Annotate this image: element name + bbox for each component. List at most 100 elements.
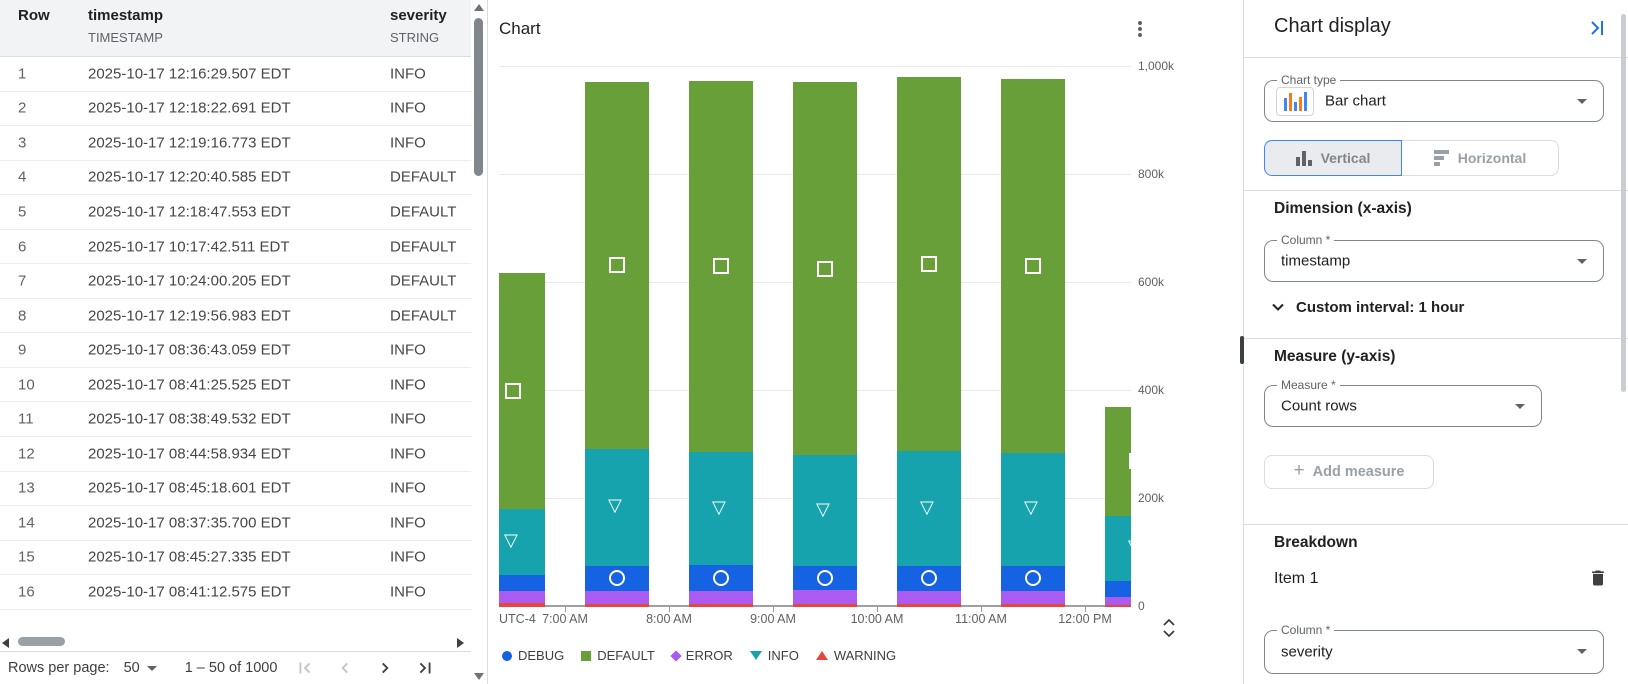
rows-per-page-select[interactable]: 50 [124, 660, 157, 676]
legend-swatch-triangle-down-icon [749, 651, 762, 660]
bar-segment-default[interactable] [793, 82, 857, 456]
chevron-left-icon [341, 662, 349, 674]
bar-segment-info[interactable] [689, 452, 753, 566]
vertical-scrollbar-thumb[interactable] [474, 18, 483, 176]
panel-scrollbar-thumb[interactable] [1621, 14, 1626, 392]
table-pagination-footer: Rows per page: 50 1 – 50 of 1000 [0, 651, 471, 684]
marker-triangle-down-icon: ▽ [1128, 538, 1131, 556]
collapse-chart-button[interactable] [1160, 617, 1178, 644]
last-page-button[interactable] [413, 656, 437, 680]
next-page-button[interactable] [373, 656, 397, 680]
vertical-toggle-button[interactable]: Vertical [1264, 140, 1402, 176]
marker-square-icon [1025, 257, 1041, 274]
scroll-up-arrow-icon[interactable] [474, 4, 484, 11]
breakdown-column-select[interactable]: Column * severity [1264, 623, 1604, 674]
marker-triangle-down-icon: ▽ [712, 496, 726, 518]
bar-segment-warning[interactable] [585, 603, 649, 607]
chart-options-menu-button[interactable] [1132, 20, 1148, 38]
scroll-down-arrow-icon[interactable] [474, 673, 484, 680]
bar-segment-default[interactable] [1001, 79, 1065, 453]
bar-segment-default[interactable] [897, 76, 961, 452]
table-body: 1 2025-10-17 12:16:29.507 EDT INFO 2 2025-10… [0, 57, 471, 610]
x-axis-tick [981, 607, 982, 612]
bar-segment-error[interactable] [689, 590, 753, 604]
row-number-cell: 10 [18, 376, 35, 394]
marker-circle-icon [609, 570, 625, 587]
timestamp-cell: 2025-10-17 08:41:25.525 EDT [88, 376, 291, 394]
bar-segment-error[interactable] [1105, 596, 1131, 605]
timestamp-cell: 2025-10-17 12:19:56.983 EDT [88, 307, 291, 325]
bar-segment-debug[interactable] [499, 574, 545, 592]
breakdown-heading: Breakdown [1274, 534, 1358, 551]
bar-segment-info[interactable] [499, 508, 545, 575]
legend-label: DEBUG [518, 648, 565, 663]
column-label: Column * [1277, 623, 1335, 637]
marker-circle-icon [921, 570, 937, 587]
custom-interval-expander[interactable]: Custom interval: 1 hour [1268, 297, 1464, 317]
bar-segment-error[interactable] [499, 591, 545, 604]
bar-segment-error[interactable] [585, 590, 649, 604]
chart-type-select[interactable]: Chart type Bar chart [1264, 73, 1604, 122]
previous-page-button[interactable] [333, 656, 357, 680]
column-type-severity: STRING [390, 30, 440, 45]
close-panel-button[interactable] [1584, 16, 1608, 40]
bar-segment-warning[interactable] [1105, 604, 1131, 607]
timestamp-cell: 2025-10-17 12:19:16.773 EDT [88, 134, 291, 152]
bar-segment-error[interactable] [793, 589, 857, 604]
delete-breakdown-button[interactable] [1588, 568, 1610, 590]
dimension-heading: Dimension (x-axis) [1274, 200, 1412, 217]
legend-item-debug: DEBUG [502, 648, 564, 663]
x-axis-tick [1085, 607, 1086, 612]
bar-segment-warning[interactable] [689, 603, 753, 607]
bar-segment-warning[interactable] [499, 603, 545, 607]
table-row: 6 2025-10-17 10:17:42.511 EDT DEFAULT [0, 230, 471, 265]
bar-segment-info[interactable] [897, 451, 961, 566]
row-number-cell: 3 [18, 134, 27, 152]
bar-segment-error[interactable] [897, 590, 961, 604]
table-horizontal-scrollbar[interactable] [0, 634, 471, 650]
bar-segment-warning[interactable] [897, 603, 961, 607]
trash-icon [1592, 570, 1604, 586]
measure-label: Measure * [1277, 378, 1340, 392]
marker-triangle-down-icon: ▽ [608, 495, 622, 517]
marker-square-icon [713, 258, 729, 275]
timestamp-cell: 2025-10-17 08:44:58.934 EDT [88, 445, 291, 463]
unfold-icon [1163, 618, 1175, 638]
scroll-right-arrow-icon[interactable] [457, 638, 464, 648]
add-measure-button[interactable]: + Add measure [1264, 455, 1434, 489]
bar-segment-info[interactable] [585, 448, 649, 566]
first-page-button[interactable] [293, 656, 317, 680]
bar-segment-info[interactable] [1001, 452, 1065, 566]
bar-segment-default[interactable] [585, 82, 649, 449]
x-axis-tick [565, 607, 566, 612]
scroll-left-arrow-icon[interactable] [2, 638, 9, 648]
pagination-range-label: 1 – 50 of 1000 [184, 660, 278, 676]
bar-segment-debug[interactable] [1105, 580, 1131, 597]
bar-segment-warning[interactable] [793, 603, 857, 607]
table-vertical-scrollbar[interactable] [471, 0, 487, 684]
bar-segment-warning[interactable] [1001, 603, 1065, 607]
bar-segment-info[interactable] [793, 455, 857, 566]
severity-cell: INFO [390, 583, 426, 601]
x-axis-tick-label: 7:00 AM [542, 612, 588, 626]
horizontal-toggle-button[interactable]: Horizontal [1402, 140, 1559, 176]
bar-segment-default[interactable] [1105, 407, 1131, 516]
row-number-cell: 6 [18, 238, 27, 255]
panel-resize-handle[interactable] [1240, 336, 1244, 364]
timestamp-cell: 2025-10-17 08:37:35.700 EDT [88, 514, 291, 532]
timestamp-cell: 2025-10-17 12:16:29.507 EDT [88, 65, 291, 83]
x-axis-tick-label: 10:00 AM [850, 612, 904, 626]
marker-square-icon [921, 256, 937, 273]
measure-select[interactable]: Measure * Count rows [1264, 378, 1542, 427]
chevron-down-icon [1272, 303, 1284, 311]
bar-segment-info[interactable] [1105, 515, 1131, 581]
horizontal-scrollbar-thumb[interactable] [18, 637, 65, 646]
dimension-column-select[interactable]: Column * timestamp [1264, 233, 1604, 282]
marker-circle-icon [713, 570, 729, 587]
chevron-down-icon [1577, 649, 1587, 654]
table-row: 13 2025-10-17 08:45:18.601 EDT INFO [0, 472, 471, 507]
bar-segment-default[interactable] [689, 80, 753, 453]
y-axis-tick-label: 400k [1138, 383, 1165, 397]
severity-cell: DEFAULT [390, 238, 457, 255]
bar-segment-error[interactable] [1001, 590, 1065, 604]
